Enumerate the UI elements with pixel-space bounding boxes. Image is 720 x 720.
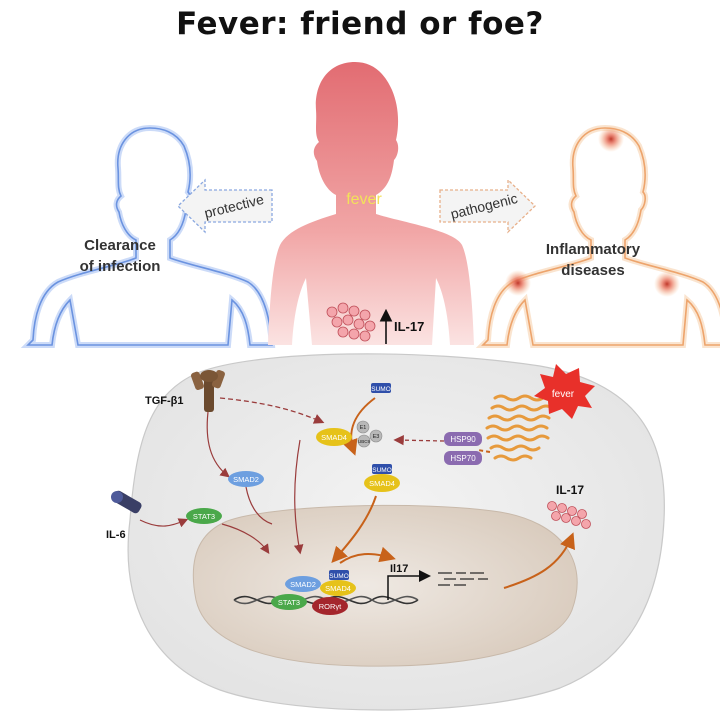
inflammation-spot-right-arm xyxy=(654,271,680,297)
tgf-to-smad4-arrow xyxy=(219,397,325,424)
clearance-label-line1: Clearance xyxy=(84,237,156,254)
smad4-mid xyxy=(364,474,400,492)
fever-body xyxy=(268,62,474,345)
smad4-top xyxy=(316,428,352,446)
hsp70-badge xyxy=(444,451,482,465)
sumo-top-label: SUMO xyxy=(371,386,391,393)
il17-gene-label: Il17 xyxy=(390,563,408,575)
smad2-nuclear xyxy=(285,576,321,592)
pathogenic-body-outline xyxy=(475,124,720,348)
fever-burst-label: fever xyxy=(552,389,575,400)
sumo-nuclear-badge xyxy=(329,570,349,580)
clearance-label-line2: of infection xyxy=(80,258,161,275)
smad4-mid-label: SMAD4 xyxy=(369,479,395,488)
il17-cluster-top xyxy=(326,302,393,344)
smad4-top-label: SMAD4 xyxy=(321,433,347,442)
e3-enzyme xyxy=(369,429,383,443)
tgf-receptor-icon xyxy=(191,370,225,412)
protective-arrow: protective xyxy=(177,178,273,234)
diagram-title: Fever: friend or foe? xyxy=(176,6,544,42)
smad4-to-gene-arrow xyxy=(331,495,377,563)
transcription-activation-arrow xyxy=(339,546,396,564)
pathogenic-arrow: pathogenic xyxy=(439,178,536,234)
stat3-nuclear xyxy=(271,594,307,610)
il6-receptor-icon xyxy=(111,490,142,514)
e1-label: E1 xyxy=(360,425,367,431)
sumo-nuclear-label: SUMO xyxy=(329,573,349,580)
tgf-to-smad2-arrow xyxy=(206,411,230,478)
e3-label: E3 xyxy=(373,434,380,440)
ubc9-enzyme xyxy=(357,434,371,448)
tss-arrow-icon xyxy=(387,570,431,600)
smad2-nuclear-label: SMAD2 xyxy=(290,580,316,589)
inflammation-spot-head xyxy=(598,126,624,152)
inflammatory-label-line1: Inflammatory xyxy=(546,241,641,258)
smad2-cytoplasm-label: SMAD2 xyxy=(233,475,259,484)
smad4-nuclear-label: SMAD4 xyxy=(325,584,351,593)
ubc9-label: UBC9 xyxy=(358,439,371,444)
sumoylation-arrow xyxy=(342,397,376,456)
smad2-arrow xyxy=(245,486,273,525)
stat3-cytoplasm-label: STAT3 xyxy=(193,512,215,521)
roryt-label: RORγt xyxy=(319,602,342,611)
smad4-nuclear xyxy=(320,580,356,596)
hsp70-label: HSP70 xyxy=(450,454,476,463)
hsp90-label: HSP90 xyxy=(450,435,476,444)
hsp-to-enzyme-arrow xyxy=(393,434,445,446)
inflammation-spot-left-arm xyxy=(505,270,531,296)
smad2-cytoplasm xyxy=(228,471,264,487)
stat3-to-nucleus-arrow xyxy=(221,523,270,554)
nucleus xyxy=(192,504,578,667)
stat3-nuclear-label: STAT3 xyxy=(278,598,300,607)
mrna-transcript xyxy=(438,572,488,586)
fever-label: fever xyxy=(346,191,382,208)
inflammatory-label-line2: diseases xyxy=(561,262,624,279)
il6-to-stat3-arrow xyxy=(139,518,189,528)
il17-cluster-secreted xyxy=(547,501,591,529)
smad-to-nucleus-arrow xyxy=(293,439,304,555)
secretion-arrow xyxy=(503,532,575,589)
il6-label: IL-6 xyxy=(106,529,126,541)
e1-enzyme xyxy=(356,420,370,434)
sumo-top-badge xyxy=(371,383,391,393)
sumo-mid-badge xyxy=(372,464,392,474)
tgf-label: TGF-β1 xyxy=(145,395,184,407)
il17-top-label: IL-17 xyxy=(394,319,424,334)
fever-burst-icon xyxy=(534,364,595,419)
il17-secreted-label: IL-17 xyxy=(556,483,584,497)
sumo-mid-label: SUMO xyxy=(372,467,392,474)
heat-to-hsp-arrow xyxy=(477,449,491,453)
roryt-nuclear xyxy=(312,597,348,615)
hsp90-badge xyxy=(444,432,482,446)
stat3-cytoplasm xyxy=(186,508,222,524)
heat-waves-icon xyxy=(485,394,554,462)
